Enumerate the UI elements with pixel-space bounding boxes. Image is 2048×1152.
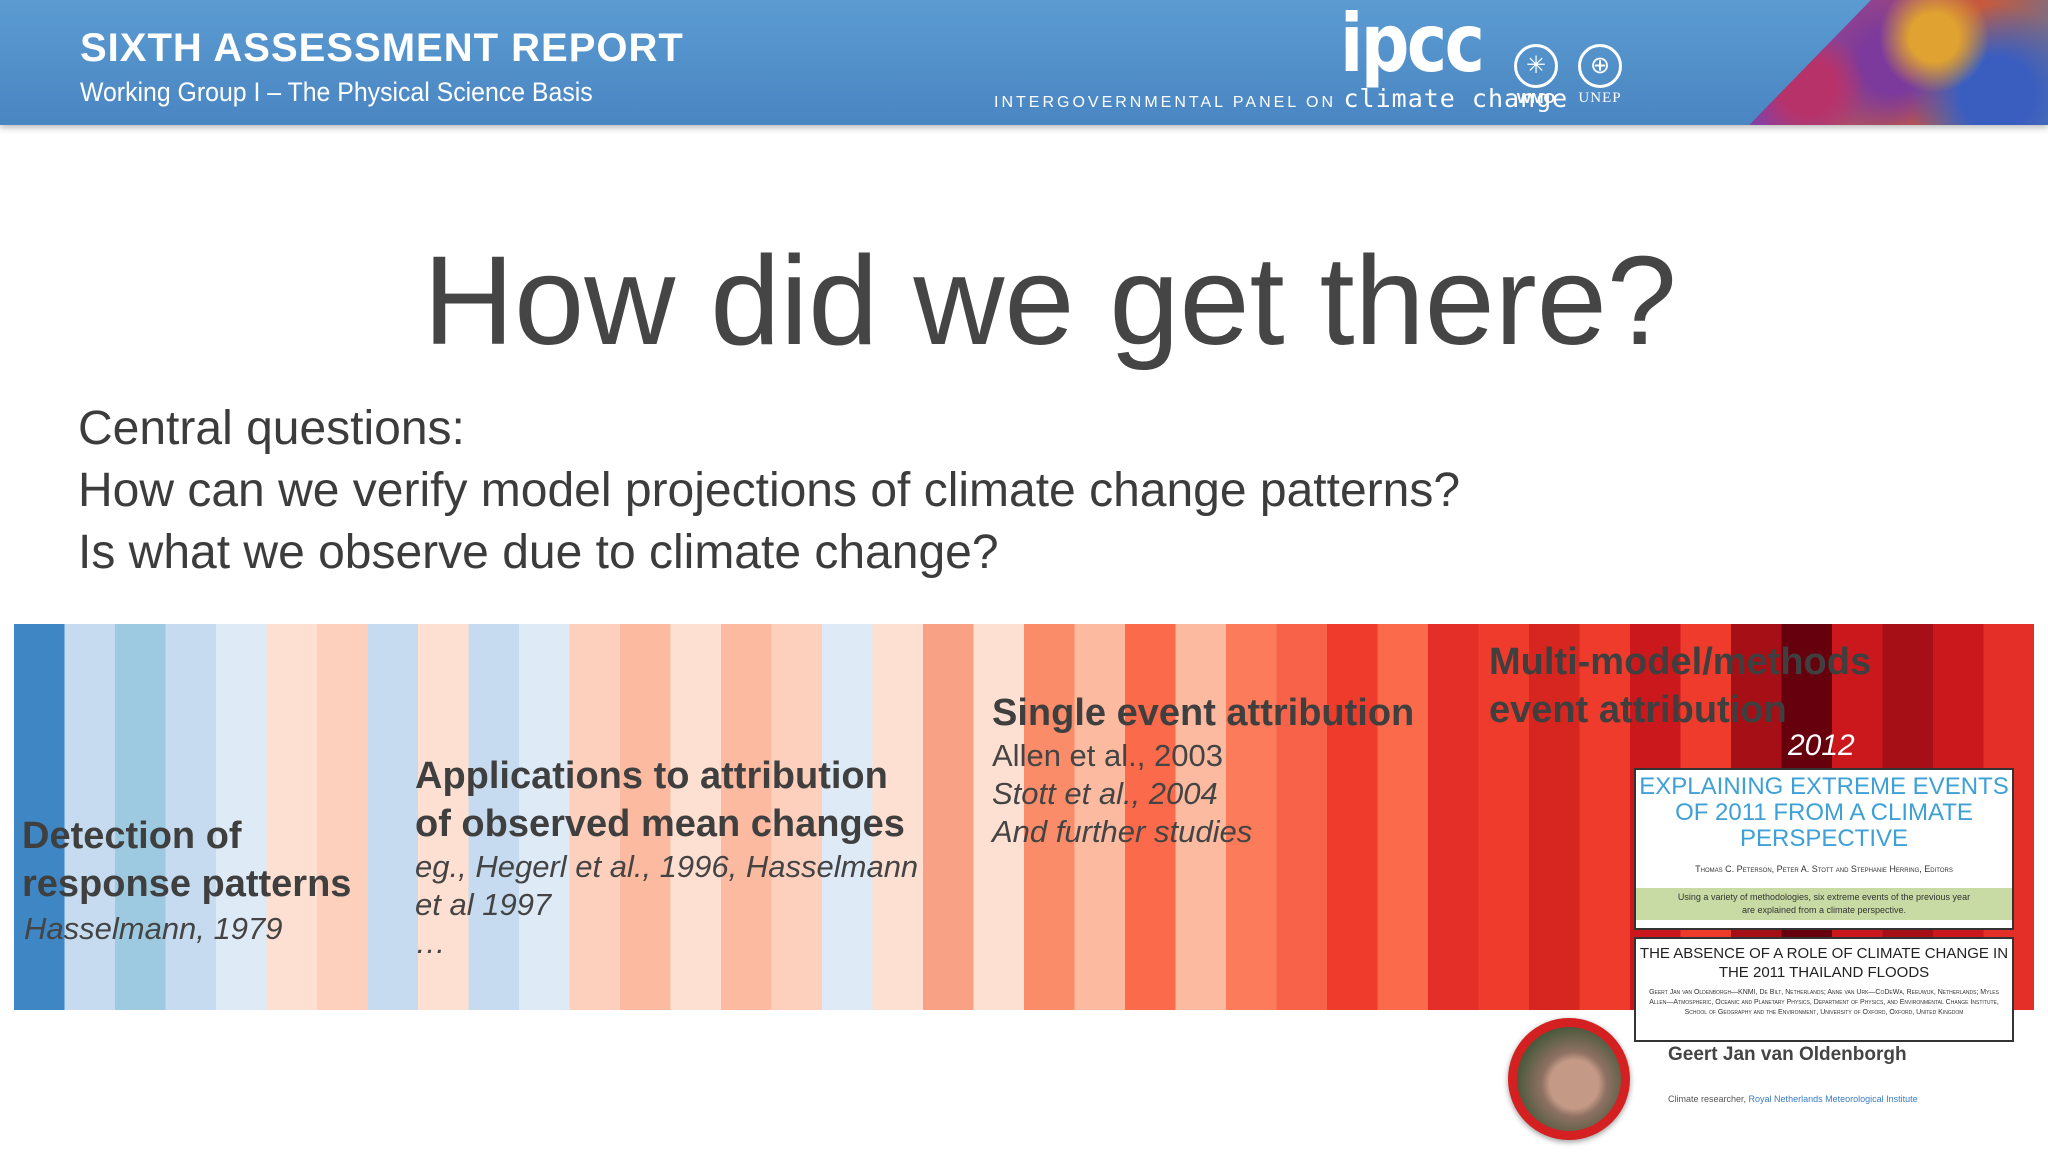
single-event-citations: Allen et al., 2003 Stott et al., 2004 An… (992, 737, 1252, 851)
heading-line: response patterns (22, 863, 352, 905)
wmo-label: WMO (1516, 90, 1556, 107)
applications-citation: eg., Hegerl et al., 1996, Hasselmann et … (415, 848, 918, 962)
ipcc-tagline: INTERGOVERNMENTAL PANEL ON climate chang… (994, 84, 1568, 113)
ipcc-tagline-cc: climate change (1343, 84, 1569, 113)
stripe (468, 624, 520, 1010)
presenter-role: Climate researcher, Royal Netherlands Me… (1668, 1094, 1918, 1104)
citation-line: Stott et al., 2004 (992, 776, 1218, 811)
stripe (418, 624, 470, 1010)
unep-logo: ⊕ UNEP (1572, 44, 1628, 107)
summary-line: Using a variety of methodologies, six ex… (1677, 892, 1971, 902)
wmo-logo: ✳ WMO (1508, 44, 1564, 107)
presenter-avatar (1508, 1018, 1630, 1140)
stripe (822, 624, 874, 1010)
title-line: THE ABSENCE OF A ROLE OF CLIMATE CHANGE … (1639, 945, 2009, 962)
stripe (1226, 624, 1278, 1010)
stripe (1478, 624, 1530, 1010)
stripe (216, 624, 268, 1010)
stripe (1327, 624, 1379, 1010)
slide-title: How did we get there? (423, 230, 1677, 371)
paper-authors: Geert Jan van Oldenborgh—KNMI, De Bilt, … (1649, 989, 1999, 1016)
question-line: Is what we observe due to climate change… (78, 526, 999, 579)
stripe (64, 624, 116, 1010)
summary-line: are explained from a climate perspective… (1741, 905, 1907, 915)
stripe (1428, 624, 1480, 1010)
stripe (973, 624, 1025, 1010)
title-line: OF 2011 FROM A CLIMATE (1675, 799, 1973, 826)
paper-title: THE ABSENCE OF A ROLE OF CLIMATE CHANGE … (1636, 944, 2012, 982)
applications-heading: Applications to attribution of observed … (415, 752, 905, 848)
stripe (670, 624, 722, 1010)
presenter-name: Geert Jan van Oldenborgh (1668, 1044, 1907, 1065)
title-line: EXPLAINING EXTREME EVENTS (1639, 773, 2009, 800)
unep-emblem-icon: ⊕ (1578, 44, 1622, 88)
citation-line: Allen et al., 2003 (992, 738, 1223, 773)
stripe (872, 624, 924, 1010)
role-prefix: Climate researcher, (1668, 1094, 1747, 1104)
stripe (14, 624, 66, 1010)
heading-line: Applications to attribution (415, 755, 888, 797)
detection-citation: Hasselmann, 1979 (24, 911, 283, 946)
stripe (1175, 624, 1227, 1010)
stripe (721, 624, 773, 1010)
paper-title: EXPLAINING EXTREME EVENTS OF 2011 FROM A… (1636, 774, 2012, 852)
stripe (317, 624, 369, 1010)
stripe (1074, 624, 1126, 1010)
stripe (1529, 624, 1581, 1010)
stripe (1579, 624, 1631, 1010)
stripe (620, 624, 672, 1010)
stripe (1125, 624, 1177, 1010)
question-line: How can we verify model projections of c… (78, 464, 1461, 517)
citation-line: et al 1997 (415, 887, 552, 922)
stripe (165, 624, 217, 1010)
report-subtitle: Working Group I – The Physical Science B… (80, 77, 593, 107)
citation-line: And further studies (992, 814, 1253, 849)
stripe (266, 624, 318, 1010)
stripe (1024, 624, 1076, 1010)
detection-heading: Detection of response patterns (22, 812, 351, 908)
presenter-photo (1517, 1027, 1621, 1131)
stripe (1276, 624, 1328, 1010)
stripe (1377, 624, 1429, 1010)
ipcc-logo: ipcc (1340, 0, 1485, 90)
header-artwork (1749, 0, 2048, 125)
heading-line: Detection of (22, 815, 242, 857)
title-line: THE 2011 THAILAND FLOODS (1718, 964, 1930, 981)
heading-line: Multi-model/methods (1489, 641, 1872, 683)
single-event-heading: Single event attribution (992, 692, 1415, 734)
paper-thailand-floods: THE ABSENCE OF A ROLE OF CLIMATE CHANGE … (1634, 937, 2014, 1042)
stripe (115, 624, 167, 1010)
ipcc-tagline-prefix: INTERGOVERNMENTAL PANEL ON (994, 94, 1337, 111)
citation-line: … (415, 925, 446, 960)
citation-line: eg., Hegerl et al., 1996, Hasselmann (415, 849, 919, 884)
stripe (771, 624, 823, 1010)
report-header: SIXTH ASSESSMENT REPORT Working Group I … (0, 0, 2048, 125)
report-title: SIXTH ASSESSMENT REPORT (80, 26, 684, 70)
multi-model-heading: Multi-model/methods event attribution (1489, 638, 1871, 734)
question-line: Central questions: (78, 402, 465, 455)
heading-line: of observed mean changes (415, 803, 905, 845)
heading-line: event attribution (1489, 689, 1787, 731)
title-line: PERSPECTIVE (1739, 825, 1909, 852)
multi-model-year: 2012 (1788, 729, 1855, 762)
presenter-institute: Royal Netherlands Meteorological Institu… (1748, 1094, 1918, 1104)
paper-explaining-extreme-events: EXPLAINING EXTREME EVENTS OF 2011 FROM A… (1634, 768, 2014, 930)
paper-summary-band: Using a variety of methodologies, six ex… (1636, 888, 2012, 920)
stripe (923, 624, 975, 1010)
stripe (519, 624, 571, 1010)
stripe (367, 624, 419, 1010)
stripe (569, 624, 621, 1010)
wmo-emblem-icon: ✳ (1514, 44, 1558, 88)
paper-authors: Thomas C. Peterson, Peter A. Stott and S… (1695, 864, 1953, 874)
unep-label: UNEP (1578, 90, 1622, 106)
central-questions: Central questions: How can we verify mod… (78, 398, 1460, 584)
